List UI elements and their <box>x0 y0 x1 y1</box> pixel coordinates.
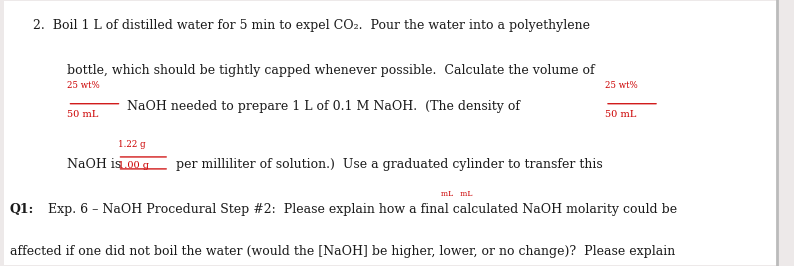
Text: 1.22 g: 1.22 g <box>118 140 145 149</box>
Text: Q1:: Q1: <box>10 203 34 217</box>
Text: Exp. 6 – NaOH Procedural Step #2:  Please explain how a final calculated NaOH mo: Exp. 6 – NaOH Procedural Step #2: Please… <box>40 203 676 217</box>
Text: 50 mL: 50 mL <box>605 110 637 119</box>
Text: 50 mL: 50 mL <box>67 110 99 119</box>
Text: 2.  Boil 1 L of distilled water for 5 min to expel CO₂.  Pour the water into a p: 2. Boil 1 L of distilled water for 5 min… <box>33 19 591 32</box>
Text: mL   mL: mL mL <box>441 190 472 198</box>
Text: 25 wt%: 25 wt% <box>67 81 100 90</box>
Text: NaOH is: NaOH is <box>67 158 121 171</box>
Text: bottle, which should be tightly capped whenever possible.  Calculate the volume : bottle, which should be tightly capped w… <box>67 64 596 77</box>
Text: affected if one did not boil the water (would the [NaOH] be higher, lower, or no: affected if one did not boil the water (… <box>10 245 675 258</box>
Text: per milliliter of solution.)  Use a graduated cylinder to transfer this: per milliliter of solution.) Use a gradu… <box>172 158 603 171</box>
Text: 1.00 g: 1.00 g <box>118 161 148 170</box>
Text: 25 wt%: 25 wt% <box>605 81 638 90</box>
Text: NaOH needed to prepare 1 L of 0.1 M NaOH.  (The density of: NaOH needed to prepare 1 L of 0.1 M NaOH… <box>123 100 524 113</box>
